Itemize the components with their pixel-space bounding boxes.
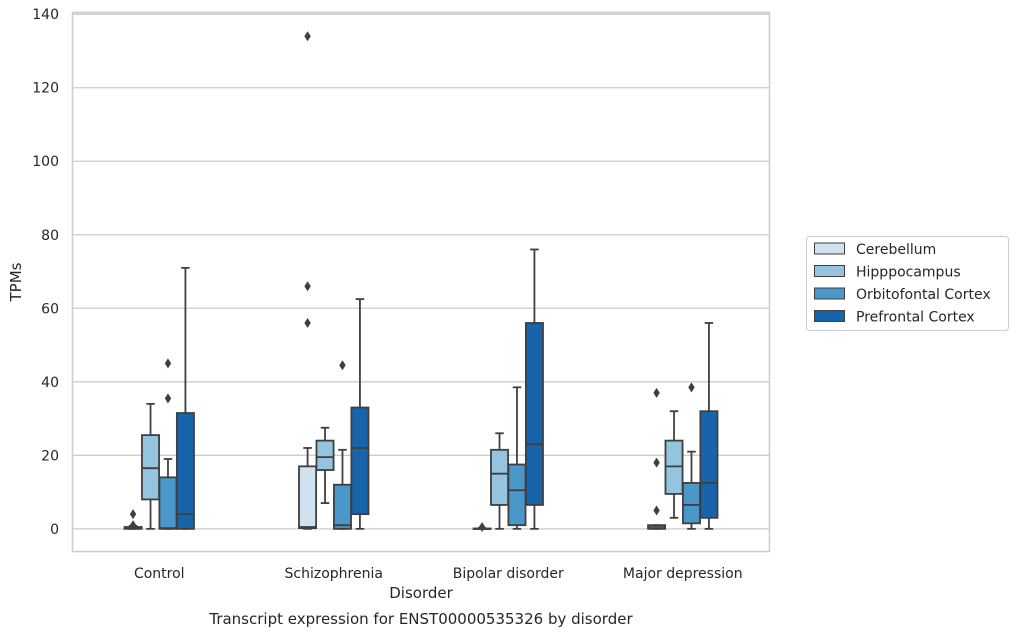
box	[175, 412, 195, 530]
box-group	[350, 298, 370, 530]
box	[158, 476, 178, 530]
y-axis-label: TPMs	[7, 262, 25, 302]
x-axis-ticks: Control Schizophrenia Bipolar disorder Majo…	[134, 566, 743, 582]
box	[682, 481, 701, 525]
box	[298, 465, 318, 530]
y-tick-label: 120	[32, 81, 59, 97]
box	[524, 322, 544, 506]
box	[507, 463, 527, 527]
box-group	[298, 31, 318, 530]
box	[315, 439, 335, 471]
box	[664, 439, 684, 495]
legend-label: Hipppocampus	[856, 265, 961, 281]
x-tick-label: Major depression	[623, 566, 743, 582]
box-group	[524, 248, 544, 530]
legend-frame	[806, 236, 1009, 331]
outlier-point	[164, 358, 172, 369]
box-group	[699, 322, 719, 530]
outlier-point	[653, 387, 660, 398]
box-group	[158, 358, 178, 530]
outlier-point	[304, 281, 311, 292]
box	[699, 410, 719, 519]
y-tick-label: 0	[50, 522, 59, 538]
box-group	[333, 360, 352, 530]
outlier-point	[653, 457, 660, 468]
y-axis-ticks: 0 20 40 60 80 100 120 140	[32, 7, 59, 538]
box-group	[490, 432, 509, 530]
plot-area-frame	[71, 11, 771, 553]
y-tick-label: 140	[32, 7, 59, 23]
y-tick-label: 80	[41, 228, 59, 244]
legend-swatch	[814, 287, 845, 300]
box	[350, 406, 370, 516]
y-tick-label: 60	[41, 301, 59, 317]
outlier-point	[653, 505, 660, 516]
box-group	[123, 509, 143, 531]
box	[141, 434, 160, 501]
y-tick-label: 20	[41, 448, 59, 464]
outlier-point	[688, 382, 695, 393]
legend-label: Orbitofontal Cortex	[856, 287, 991, 303]
box	[490, 448, 509, 506]
outlier-point	[339, 360, 346, 371]
x-tick-label: Bipolar disorder	[453, 566, 564, 582]
y-tick-label: 100	[32, 154, 59, 170]
outlier-point	[478, 522, 486, 533]
outlier-point	[129, 520, 137, 531]
box-group	[507, 386, 527, 530]
y-tick-label: 40	[41, 375, 59, 391]
x-axis-label: Disorder	[389, 584, 453, 602]
box-group	[315, 426, 335, 505]
box-group	[664, 410, 684, 519]
legend-label: Prefrontal Cortex	[856, 310, 975, 326]
box-group	[175, 266, 195, 530]
outlier-point	[129, 509, 137, 520]
box	[333, 483, 352, 530]
box-group	[647, 387, 667, 530]
outlier-point	[164, 393, 172, 404]
x-tick-label: Schizophrenia	[285, 566, 383, 582]
box-group	[472, 522, 492, 533]
legend-swatch	[814, 265, 845, 277]
legend: Cerebellum Hipppocampus Orbitofontal Corte…	[806, 236, 1009, 331]
outlier-point	[304, 31, 311, 42]
legend-label: Cerebellum	[856, 242, 936, 258]
outlier-point	[304, 317, 311, 328]
x-tick-label: Control	[134, 566, 185, 582]
legend-swatch	[814, 242, 845, 255]
legend-swatch	[814, 310, 845, 322]
box-series	[123, 31, 719, 533]
box-group	[141, 402, 160, 530]
chart-caption: Transcript expression for ENST0000053532…	[208, 610, 633, 628]
